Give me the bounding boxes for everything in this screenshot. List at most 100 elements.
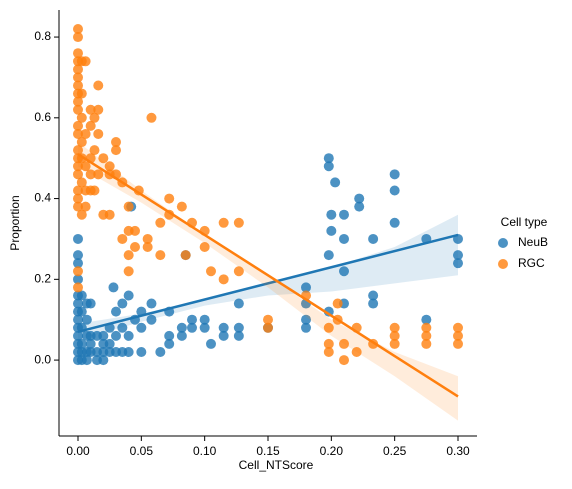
point <box>73 161 83 172</box>
legend-marker <box>498 259 508 269</box>
point <box>233 322 244 333</box>
x-tick-label: 0.00 <box>66 444 90 458</box>
point <box>117 233 128 244</box>
point <box>351 347 362 358</box>
point <box>323 161 334 172</box>
point <box>73 250 83 261</box>
y-tick-label: 0.6 <box>34 110 51 124</box>
point <box>233 298 244 309</box>
point <box>111 137 121 148</box>
point <box>80 56 91 67</box>
point <box>146 298 157 309</box>
point <box>199 314 210 325</box>
point <box>123 201 134 212</box>
regression-line <box>77 233 459 334</box>
point <box>389 217 400 228</box>
point <box>104 161 115 172</box>
point <box>142 233 153 244</box>
point <box>164 338 175 349</box>
point <box>339 233 349 244</box>
point <box>123 347 134 358</box>
point <box>453 250 463 261</box>
point <box>136 322 147 333</box>
point <box>323 338 334 349</box>
point <box>73 233 83 244</box>
point <box>389 169 400 180</box>
point <box>368 290 379 301</box>
y-tick-label: 0.8 <box>34 29 51 43</box>
point <box>123 250 134 261</box>
y-tick-label: 0.2 <box>34 272 51 286</box>
x-tick-label: 0.05 <box>130 444 154 458</box>
point <box>98 355 109 366</box>
point <box>76 137 87 148</box>
point <box>76 112 87 123</box>
point <box>76 209 87 220</box>
point <box>339 338 349 349</box>
point <box>176 322 187 333</box>
point <box>421 314 432 325</box>
point <box>146 112 157 123</box>
point <box>85 338 96 349</box>
point <box>73 145 83 156</box>
point <box>73 169 83 180</box>
x-tick-label: 0.30 <box>446 444 470 458</box>
point <box>164 330 175 341</box>
point <box>108 282 119 293</box>
point <box>323 306 334 317</box>
point <box>233 266 244 277</box>
point <box>104 209 115 220</box>
point <box>453 322 463 333</box>
point <box>155 347 166 358</box>
point <box>117 322 128 333</box>
point <box>73 64 83 75</box>
point <box>339 266 349 277</box>
x-tick-label: 0.25 <box>383 444 407 458</box>
point <box>323 322 334 333</box>
legend-title: Cell type <box>501 215 548 229</box>
point <box>85 104 96 115</box>
x-tick-label: 0.15 <box>256 444 280 458</box>
point <box>142 242 153 253</box>
point <box>76 88 87 99</box>
point <box>73 185 83 196</box>
point <box>73 128 83 139</box>
point <box>323 250 334 261</box>
point <box>187 322 197 333</box>
point <box>301 314 311 325</box>
point <box>389 185 400 196</box>
point <box>301 282 311 293</box>
point <box>218 322 229 333</box>
point <box>206 338 216 349</box>
point <box>263 314 273 325</box>
point <box>301 322 311 333</box>
confidence-band <box>78 142 458 421</box>
x-axis-label: Cell_NTScore <box>239 458 314 472</box>
point <box>339 355 349 366</box>
point <box>180 250 191 261</box>
point <box>73 266 83 277</box>
point <box>73 282 83 293</box>
point <box>330 177 341 188</box>
point <box>98 153 109 164</box>
point <box>123 290 134 301</box>
point <box>73 48 83 59</box>
point <box>206 266 216 277</box>
point <box>354 193 365 204</box>
point <box>164 209 175 220</box>
point <box>89 145 100 156</box>
point <box>73 23 83 34</box>
point <box>93 80 104 91</box>
point <box>73 314 83 325</box>
point <box>233 330 244 341</box>
point <box>263 322 273 333</box>
point <box>155 250 166 261</box>
point <box>73 201 83 212</box>
point <box>421 322 432 333</box>
point <box>73 298 83 309</box>
point <box>155 217 166 228</box>
point <box>80 128 91 139</box>
point <box>80 201 91 212</box>
